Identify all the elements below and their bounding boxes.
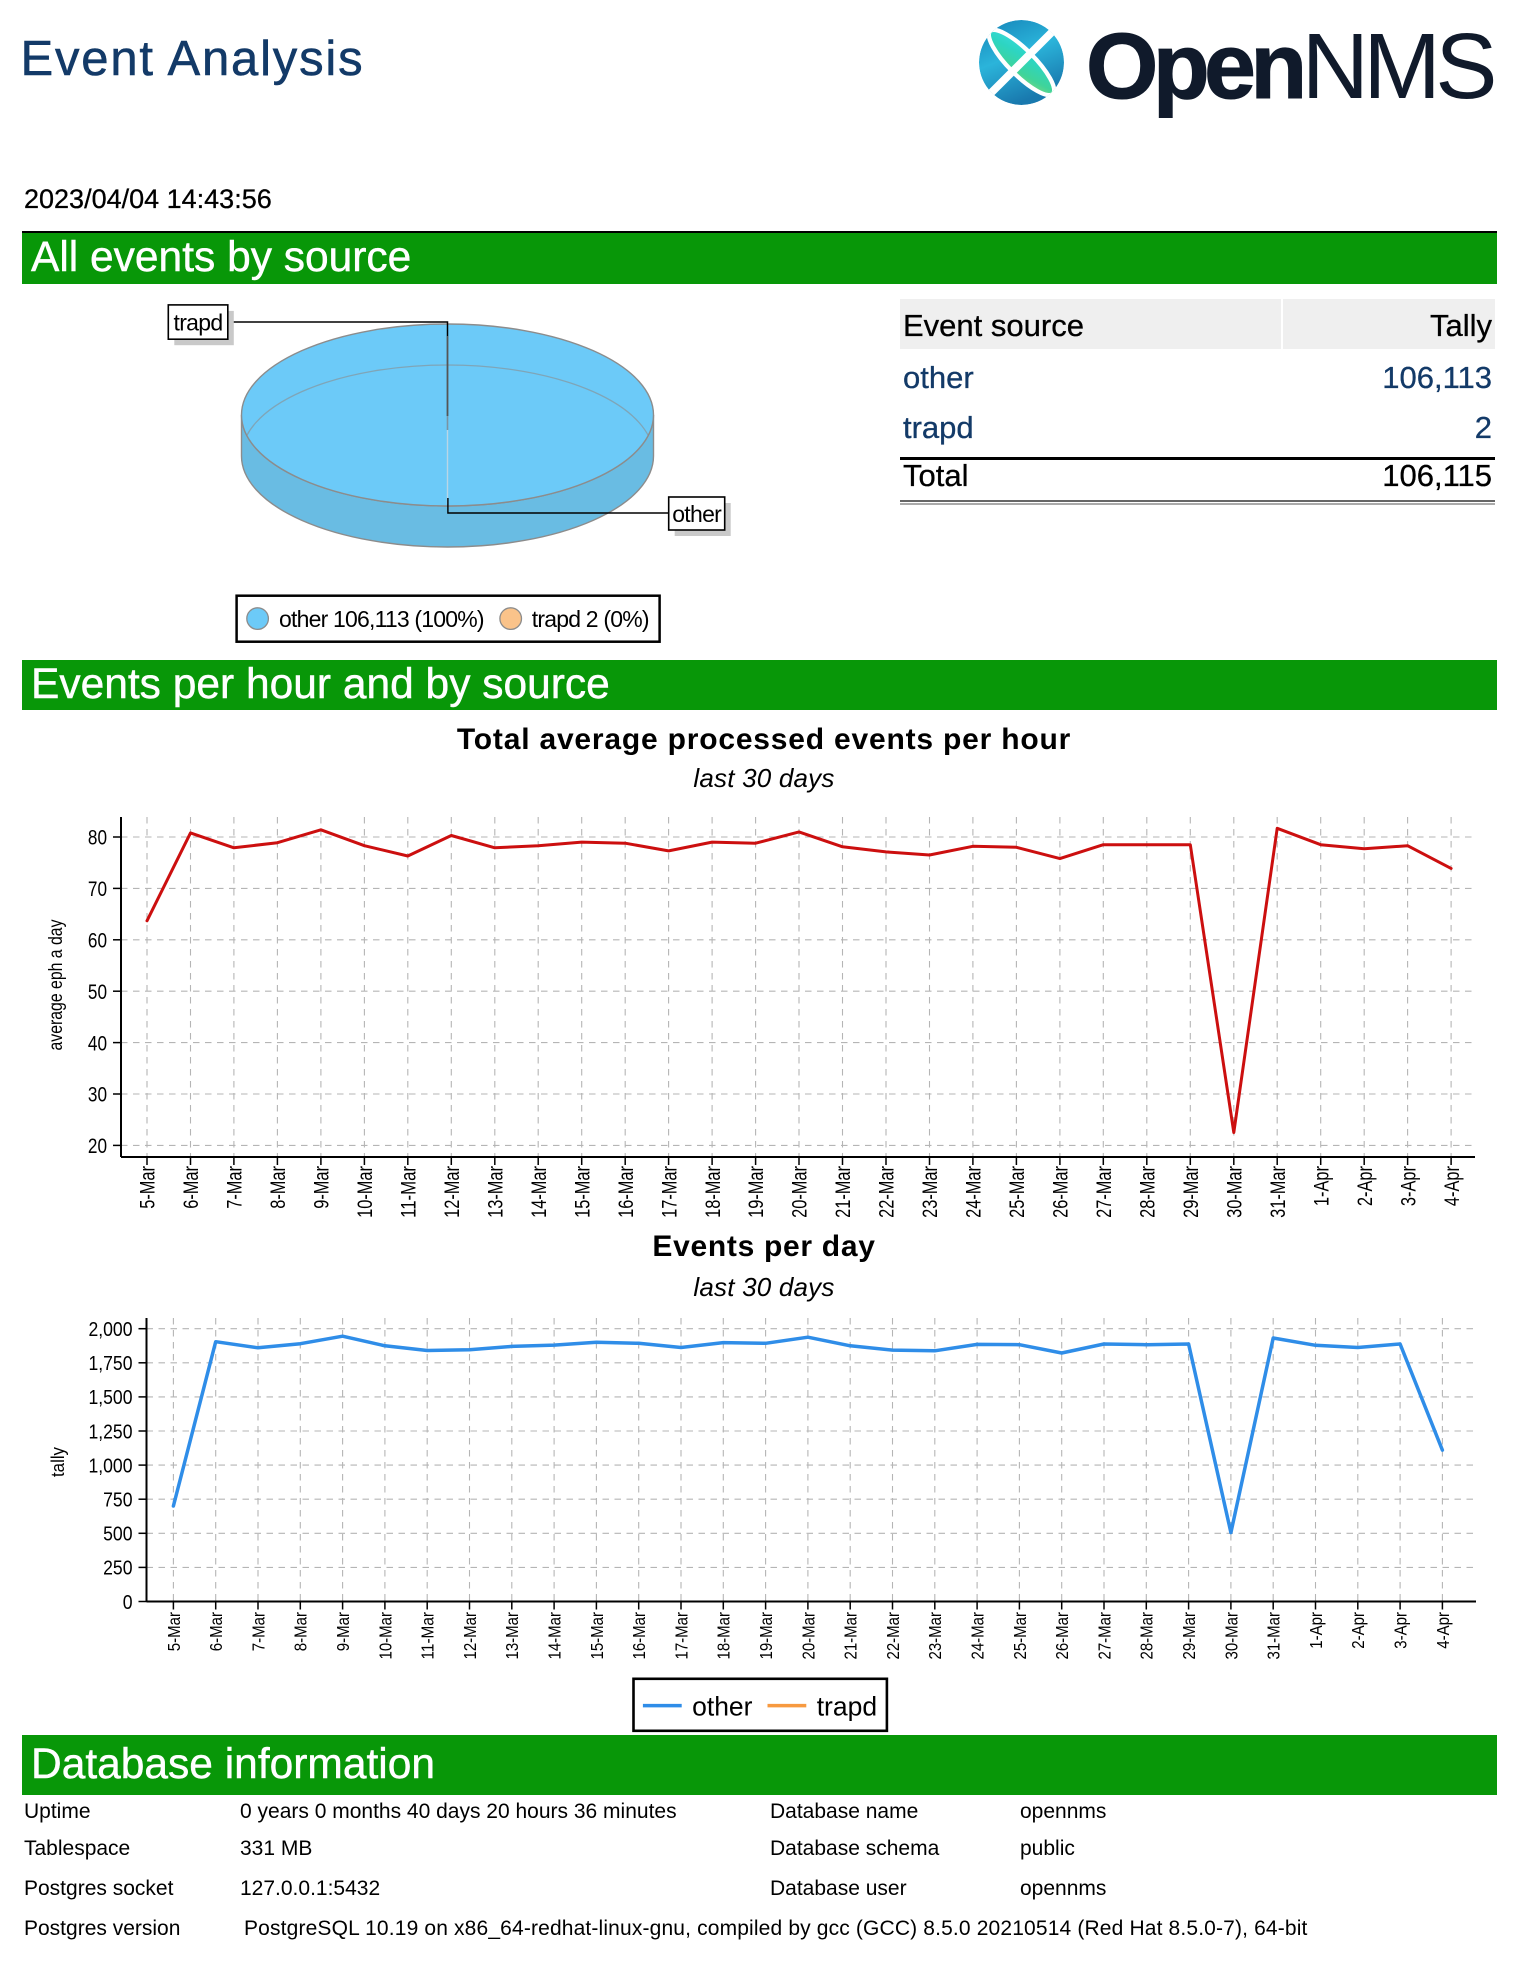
svg-text:trapd: trapd [817,1691,877,1721]
svg-text:29-Mar: 29-Mar [1179,1612,1199,1660]
svg-text:2-Apr: 2-Apr [1354,1166,1377,1206]
svg-text:60: 60 [88,930,107,953]
svg-text:21-Mar: 21-Mar [841,1612,861,1660]
svg-text:28-Mar: 28-Mar [1137,1166,1160,1218]
svg-text:8-Mar: 8-Mar [291,1612,311,1651]
svg-text:25-Mar: 25-Mar [1006,1166,1029,1218]
svg-text:80: 80 [88,827,107,850]
svg-text:19-Mar: 19-Mar [745,1166,768,1218]
svg-text:8-Mar: 8-Mar [267,1166,290,1209]
svg-text:6-Mar: 6-Mar [206,1612,226,1651]
svg-text:1,500: 1,500 [89,1387,133,1409]
svg-text:16-Mar: 16-Mar [615,1166,638,1218]
svg-text:20-Mar: 20-Mar [798,1612,818,1660]
svg-text:average eph a day: average eph a day [46,919,67,1050]
svg-text:22-Mar: 22-Mar [883,1612,903,1660]
svg-text:12-Mar: 12-Mar [441,1166,464,1218]
svg-text:50: 50 [88,981,107,1004]
svg-text:16-Mar: 16-Mar [629,1612,649,1660]
svg-text:31-Mar: 31-Mar [1267,1166,1290,1218]
svg-text:23-Mar: 23-Mar [925,1612,945,1660]
svg-text:24-Mar: 24-Mar [963,1166,986,1218]
svg-text:4-Apr: 4-Apr [1441,1166,1464,1206]
svg-text:20-Mar: 20-Mar [789,1166,812,1218]
svg-text:3-Apr: 3-Apr [1397,1166,1420,1206]
svg-text:28-Mar: 28-Mar [1137,1612,1157,1660]
svg-text:1,750: 1,750 [89,1353,133,1375]
svg-text:other: other [672,501,722,527]
svg-text:30-Mar: 30-Mar [1223,1166,1246,1218]
svg-text:1-Apr: 1-Apr [1306,1612,1326,1649]
svg-text:trapd 2 (0%): trapd 2 (0%) [532,606,649,632]
svg-text:2,000: 2,000 [89,1319,133,1341]
svg-text:17-Mar: 17-Mar [658,1166,681,1218]
svg-text:500: 500 [103,1524,132,1546]
svg-text:7-Mar: 7-Mar [248,1612,268,1651]
svg-text:3-Apr: 3-Apr [1391,1612,1411,1649]
svg-text:14-Mar: 14-Mar [528,1166,551,1218]
svg-text:11-Mar: 11-Mar [398,1166,421,1218]
svg-text:13-Mar: 13-Mar [502,1612,522,1660]
svg-text:1,250: 1,250 [89,1421,133,1443]
svg-text:750: 750 [103,1490,132,1512]
svg-text:6-Mar: 6-Mar [180,1166,203,1209]
svg-text:26-Mar: 26-Mar [1050,1166,1073,1218]
svg-text:15-Mar: 15-Mar [571,1166,594,1218]
svg-text:2-Apr: 2-Apr [1348,1612,1368,1649]
svg-text:11-Mar: 11-Mar [418,1612,438,1660]
svg-text:15-Mar: 15-Mar [587,1612,607,1660]
svg-text:other 106,113 (100%): other 106,113 (100%) [279,606,484,632]
svg-text:19-Mar: 19-Mar [756,1612,776,1660]
svg-text:14-Mar: 14-Mar [545,1612,565,1660]
svg-text:1,000: 1,000 [89,1455,133,1477]
svg-text:13-Mar: 13-Mar [484,1166,507,1218]
svg-text:250: 250 [103,1558,132,1580]
svg-text:other: other [692,1691,753,1721]
svg-text:24-Mar: 24-Mar [968,1612,988,1660]
svg-text:18-Mar: 18-Mar [714,1612,734,1660]
svg-text:70: 70 [88,878,107,901]
svg-text:27-Mar: 27-Mar [1093,1166,1116,1218]
svg-text:10-Mar: 10-Mar [354,1166,377,1218]
svg-text:23-Mar: 23-Mar [919,1166,942,1218]
svg-text:17-Mar: 17-Mar [671,1612,691,1660]
svg-text:20: 20 [88,1135,107,1158]
svg-text:4-Apr: 4-Apr [1433,1612,1453,1649]
svg-text:0: 0 [123,1592,133,1614]
svg-text:trapd: trapd [174,309,223,335]
svg-text:5-Mar: 5-Mar [137,1166,160,1209]
svg-text:27-Mar: 27-Mar [1094,1612,1114,1660]
svg-text:29-Mar: 29-Mar [1180,1166,1203,1218]
svg-text:9-Mar: 9-Mar [333,1612,353,1651]
svg-text:9-Mar: 9-Mar [311,1166,334,1209]
svg-text:5-Mar: 5-Mar [164,1612,184,1651]
svg-text:tally: tally [48,1447,68,1477]
svg-text:30: 30 [88,1084,107,1107]
svg-text:40: 40 [88,1032,107,1055]
svg-text:22-Mar: 22-Mar [876,1166,899,1218]
svg-text:21-Mar: 21-Mar [832,1166,855,1218]
svg-text:30-Mar: 30-Mar [1221,1612,1241,1660]
svg-text:1-Apr: 1-Apr [1310,1166,1333,1206]
svg-text:12-Mar: 12-Mar [460,1612,480,1660]
svg-text:10-Mar: 10-Mar [375,1612,395,1660]
svg-text:31-Mar: 31-Mar [1264,1612,1284,1660]
svg-text:25-Mar: 25-Mar [1010,1612,1030,1660]
svg-text:26-Mar: 26-Mar [1052,1612,1072,1660]
svg-text:7-Mar: 7-Mar [224,1166,247,1209]
svg-text:18-Mar: 18-Mar [702,1166,725,1218]
